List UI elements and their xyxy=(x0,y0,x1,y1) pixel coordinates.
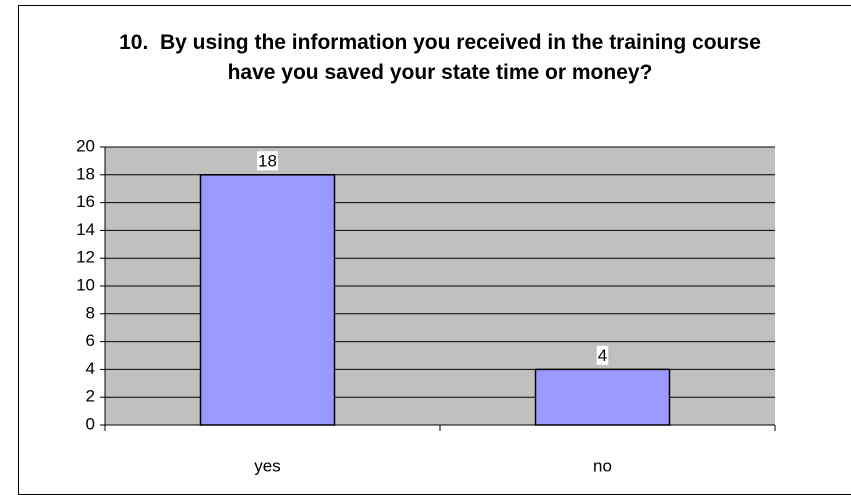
data-label: 18 xyxy=(258,151,277,170)
y-tick-label: 12 xyxy=(76,248,95,267)
data-label-bg xyxy=(596,345,609,365)
bar xyxy=(534,368,671,426)
y-tick-label: 4 xyxy=(86,359,95,378)
y-tick-label: 14 xyxy=(76,220,95,239)
x-tick-label: no xyxy=(593,456,612,475)
y-tick-label: 16 xyxy=(76,192,95,211)
y-tick-label: 10 xyxy=(76,275,95,294)
x-tick-label: yes xyxy=(254,456,280,475)
y-tick-label: 20 xyxy=(76,136,95,155)
chart: 0 2 4 6 8 10 12 14 16 18 20 yes 18 no 4 xyxy=(76,136,776,475)
bar xyxy=(199,174,336,426)
y-tick-label: 0 xyxy=(86,414,95,433)
y-tick-label: 6 xyxy=(86,331,95,350)
y-tick-label: 18 xyxy=(76,164,95,183)
data-label-bg xyxy=(257,151,278,171)
chart-title: 10. By using the information you receive… xyxy=(119,31,767,84)
y-tick-label: 2 xyxy=(86,387,95,406)
data-label: 4 xyxy=(598,346,607,365)
page: 10. By using the information you receive… xyxy=(18,5,851,495)
y-tick-label: 8 xyxy=(86,303,95,322)
